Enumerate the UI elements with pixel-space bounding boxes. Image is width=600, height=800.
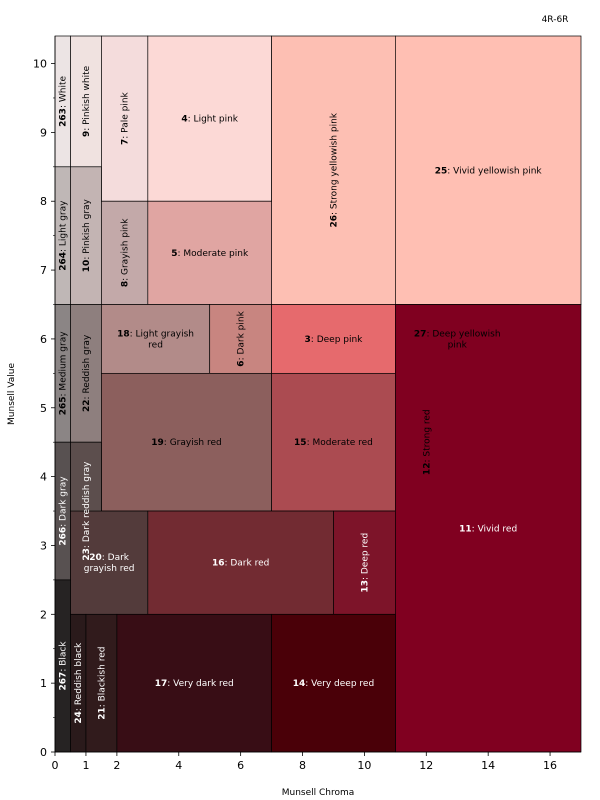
y-tick-label: 4 (40, 471, 47, 484)
y-tick-label: 9 (40, 126, 47, 139)
x-tick-label: 2 (113, 759, 120, 772)
region-label-17: 17: Very dark red (155, 679, 234, 689)
region-label-6: 6: Dark pink (237, 310, 247, 366)
region-label-267: 267: Black (59, 641, 69, 691)
x-tick-label: 14 (481, 759, 495, 772)
region-label-4: 4: Light pink (181, 115, 238, 125)
region-22 (70, 304, 102, 443)
region-label-24: 24: Reddish black (74, 642, 84, 724)
region-5 (147, 200, 272, 305)
region-label-8: 8: Grayish pink (121, 218, 131, 287)
region-label-21: 21: Blackish red (97, 647, 107, 720)
y-tick-label: 0 (40, 746, 47, 759)
y-tick-label: 1 (40, 677, 47, 690)
region-label-11: 11: Vivid red (459, 524, 517, 534)
y-tick-label: 7 (40, 264, 47, 277)
x-tick-label: 6 (237, 759, 244, 772)
region-label-16: 16: Dark red (212, 559, 269, 569)
region-label-19: 19: Grayish red (151, 438, 221, 448)
region-label-12: 12: Strong red (422, 409, 432, 475)
region-label-22: 22: Reddish gray (82, 334, 92, 412)
y-tick-label: 5 (40, 402, 47, 415)
region-19 (101, 372, 272, 512)
region-18 (101, 304, 211, 374)
x-tick-label: 4 (175, 759, 182, 772)
x-tick-label: 16 (543, 759, 557, 772)
region-17 (116, 613, 272, 753)
region-20 (70, 510, 149, 615)
region-label-10: 10: Pinkish gray (82, 198, 92, 272)
region-8 (101, 200, 149, 305)
y-tick-label: 10 (33, 58, 47, 71)
color-regions (54, 35, 582, 753)
region-4 (147, 35, 272, 202)
region-label-266: 266: Dark gray (59, 476, 69, 546)
region-10 (70, 166, 102, 305)
region-label-5: 5: Moderate pink (171, 249, 249, 259)
x-tick-label: 10 (357, 759, 371, 772)
region-16 (147, 510, 334, 615)
x-tick-label: 8 (299, 759, 306, 772)
x-tick-label: 12 (419, 759, 433, 772)
region-label-7: 7: Pale pink (121, 91, 131, 145)
region-9 (70, 35, 102, 168)
region-14 (271, 613, 396, 753)
region-label-15: 15: Moderate red (294, 438, 373, 448)
region-label-3: 3: Deep pink (305, 335, 364, 345)
region-6 (209, 304, 272, 374)
region-label-9: 9: Pinkish white (82, 65, 92, 137)
region-11 (395, 304, 582, 753)
chart-title: 4R-6R (542, 15, 569, 25)
y-tick-label: 8 (40, 195, 47, 208)
x-tick-label: 0 (52, 759, 59, 772)
region-label-20: 20: Dark grayish red (84, 553, 135, 574)
region-labels: 263: White 9: Pinkish white 7: Pale pink 4:… (59, 65, 543, 723)
y-tick-label: 6 (40, 333, 47, 346)
region-label-14: 14: Very deep red (293, 679, 374, 689)
x-axis-label: Munsell Chroma (282, 788, 355, 798)
region-label-23: 23: Dark reddish gray (82, 461, 92, 561)
region-21 (85, 613, 118, 753)
region-label-25: 25: Vivid yellowish pink (435, 166, 543, 176)
region-15 (271, 372, 396, 512)
region-7 (101, 35, 149, 202)
region-label-264: 264: Light gray (59, 200, 69, 271)
region-label-13: 13: Deep red (360, 533, 370, 593)
region-label-265: 265: Medium gray (59, 331, 69, 415)
region-label-26: 26: Strong yellowish pink (329, 112, 339, 227)
region-label-263: 263: White (59, 76, 69, 127)
region-13 (333, 510, 396, 615)
region-label-18: 18: Light grayish red (117, 329, 194, 350)
y-tick-label: 2 (40, 608, 47, 621)
region-label-27: 27: Deep yellowish pink (414, 329, 501, 350)
y-tick-label: 3 (40, 539, 47, 552)
region-26 (271, 35, 396, 305)
y-axis-label: Munsell Value (7, 363, 17, 425)
x-tick-label: 1 (82, 759, 89, 772)
